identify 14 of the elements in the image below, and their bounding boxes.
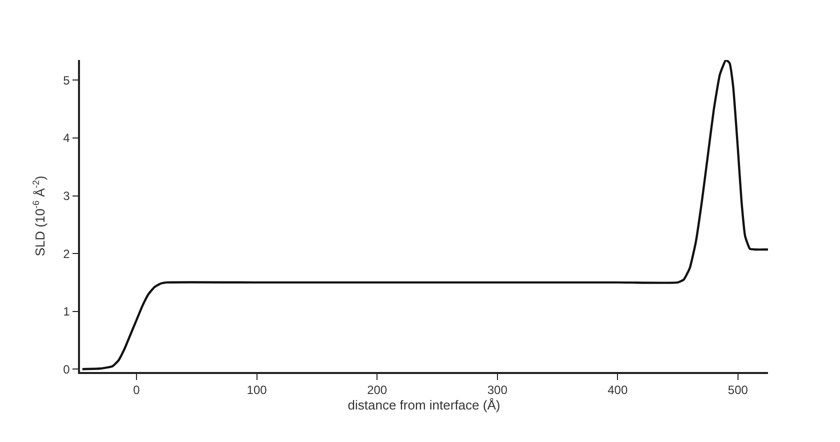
x-tick-label: 200: [367, 383, 388, 398]
line-series: [81, 60, 768, 370]
x-tick-label: 300: [487, 383, 508, 398]
x-tick-label: 0: [133, 383, 140, 398]
y-tick-label: 5: [63, 73, 70, 88]
y-tick-label: 2: [63, 246, 70, 261]
y-tick-label: 1: [63, 304, 70, 319]
y-tick-label: 4: [63, 131, 70, 146]
x-tick-label: 100: [246, 383, 268, 398]
y-tick-label: 0: [63, 362, 70, 376]
y-tick-label: 3: [63, 188, 70, 203]
x-axis-title: distance from interface (Å): [348, 397, 500, 412]
x-tick-label: 500: [728, 383, 748, 398]
x-tick-label: 400: [608, 383, 628, 398]
